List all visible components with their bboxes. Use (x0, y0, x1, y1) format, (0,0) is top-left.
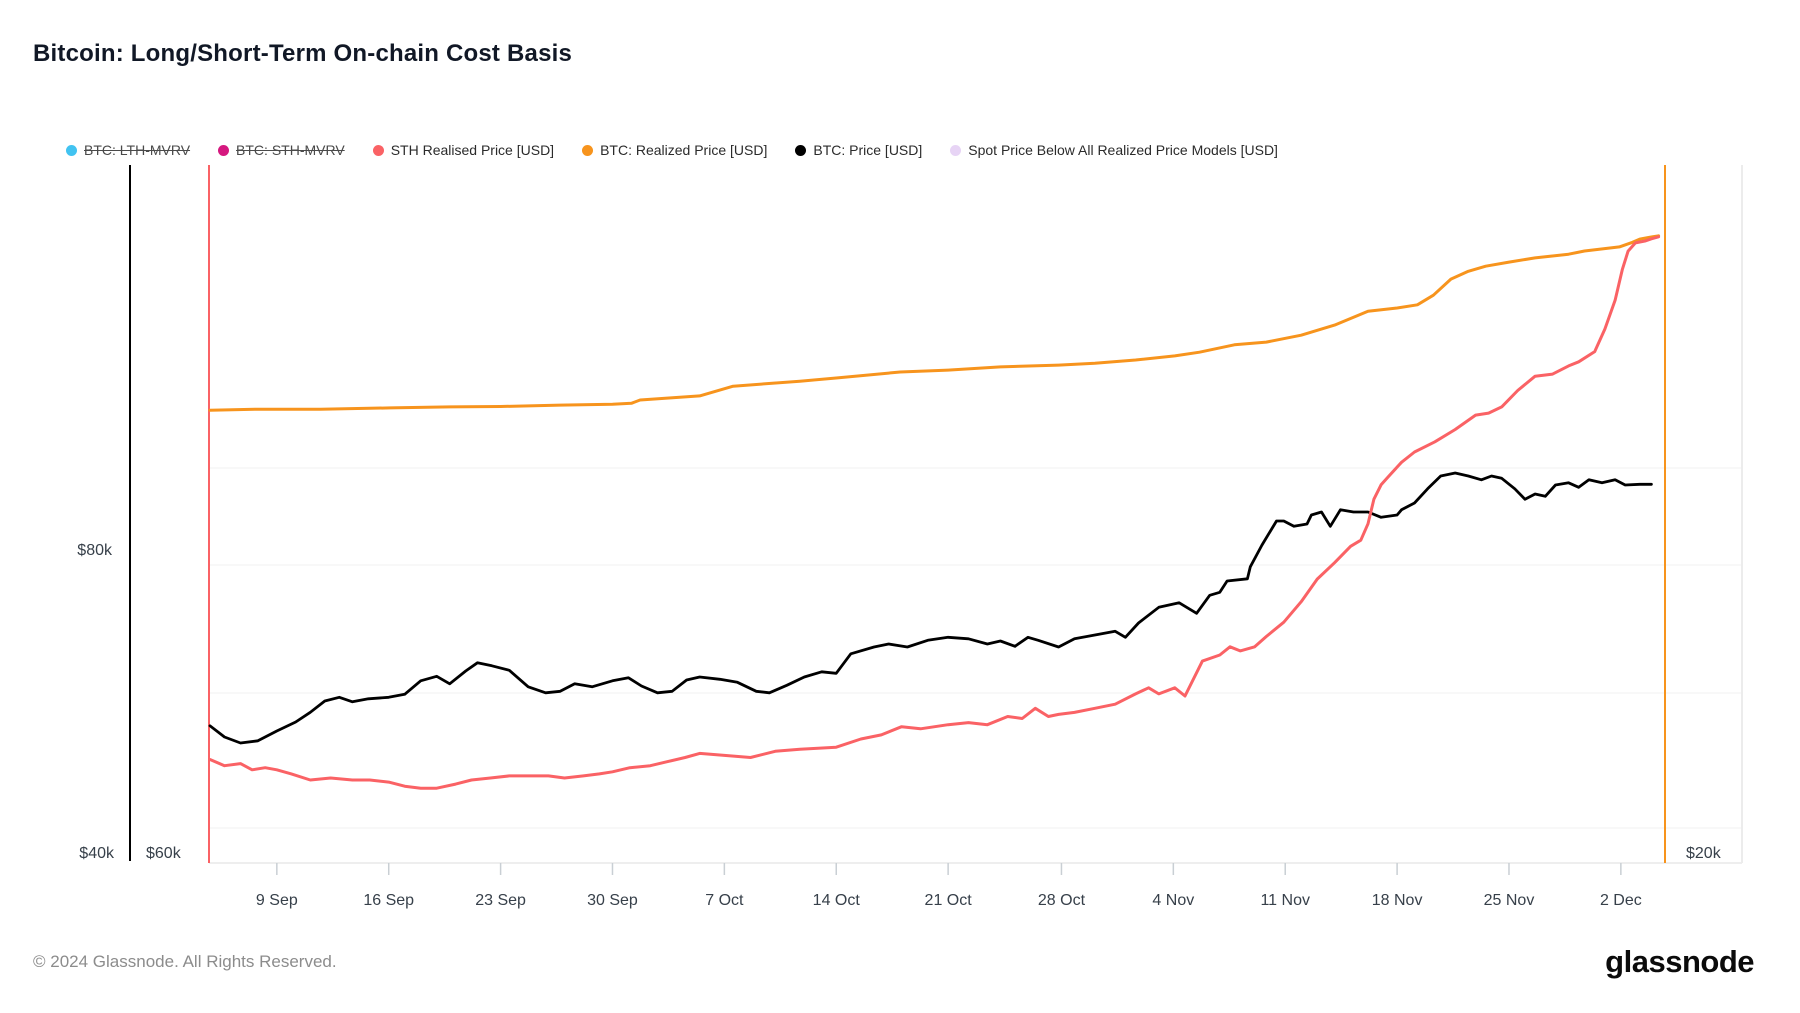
legend-item-sth-realised-price-usd[interactable]: STH Realised Price [USD] (372, 142, 555, 158)
legend-item-label: STH Realised Price [USD] (390, 142, 555, 158)
y-axis-label: $20k (1686, 845, 1721, 862)
legend-item-spot-price-below-all-realized-price-models-usd[interactable]: Spot Price Below All Realized Price Mode… (950, 142, 1278, 158)
x-axis-label: 18 Nov (1371, 892, 1423, 909)
legend-color-dot-icon (795, 144, 807, 156)
glassnode-logo: glassnode (1605, 944, 1754, 979)
x-axis-label: 7 Oct (705, 892, 744, 909)
legend-item-label: BTC: Realized Price [USD] (600, 142, 768, 158)
legend-color-dot-icon (66, 144, 77, 156)
x-axis-label: 4 Nov (1152, 892, 1195, 909)
legend-item-label: BTC: LTH-MVRV (84, 142, 191, 158)
series-line-btc-price-usd (208, 471, 1653, 745)
x-axis-label: 2 Dec (1599, 892, 1642, 909)
y-axis-label: $40k (79, 845, 114, 862)
x-axis-label: 25 Nov (1483, 892, 1535, 909)
y-axis-label: $60k (146, 845, 181, 862)
x-axis-label: 14 Oct (812, 892, 860, 909)
copyright-text: © 2024 Glassnode. All Rights Reserved. (33, 952, 337, 971)
x-axis-label: 21 Oct (924, 892, 972, 909)
series-line-btc-realized-price-usd (208, 234, 1661, 412)
series-line-sth-realised-price-usd (208, 235, 1661, 790)
x-axis-label: 23 Sep (475, 892, 526, 909)
legend-color-dot-icon (372, 144, 384, 156)
chart-legend: BTC: LTH-MVRV BTC: STH-MVRV STH Realised P… (66, 142, 1278, 158)
legend-item-label: BTC: Price [USD] (813, 142, 923, 158)
legend-item-btc-realized-price-usd[interactable]: BTC: Realized Price [USD] (582, 142, 767, 158)
legend-item-label: Spot Price Below All Realized Price Mode… (968, 142, 1278, 158)
y-axis-label: $80k (77, 542, 112, 559)
x-axis-label: 28 Oct (1037, 892, 1086, 909)
x-axis-label: 16 Sep (363, 892, 415, 909)
legend-color-dot-icon (950, 144, 962, 156)
legend-color-dot-icon (582, 144, 594, 156)
legend-item-btc-price-usd[interactable]: BTC: Price [USD] (795, 142, 922, 158)
legend-color-dot-icon (218, 144, 230, 156)
page-title: Bitcoin: Long/Short-Term On-chain Cost B… (33, 40, 573, 67)
x-axis-label: 9 Sep (255, 892, 298, 909)
x-axis-label: 30 Sep (587, 892, 638, 909)
x-axis-label: 11 Nov (1260, 892, 1310, 909)
legend-item-label: BTC: STH-MVRV (236, 142, 345, 158)
legend-item-btc-sth-mvrv[interactable]: BTC: STH-MVRV (218, 142, 345, 158)
legend-item-btc-lth-mvrv[interactable]: BTC: LTH-MVRV (66, 142, 190, 158)
